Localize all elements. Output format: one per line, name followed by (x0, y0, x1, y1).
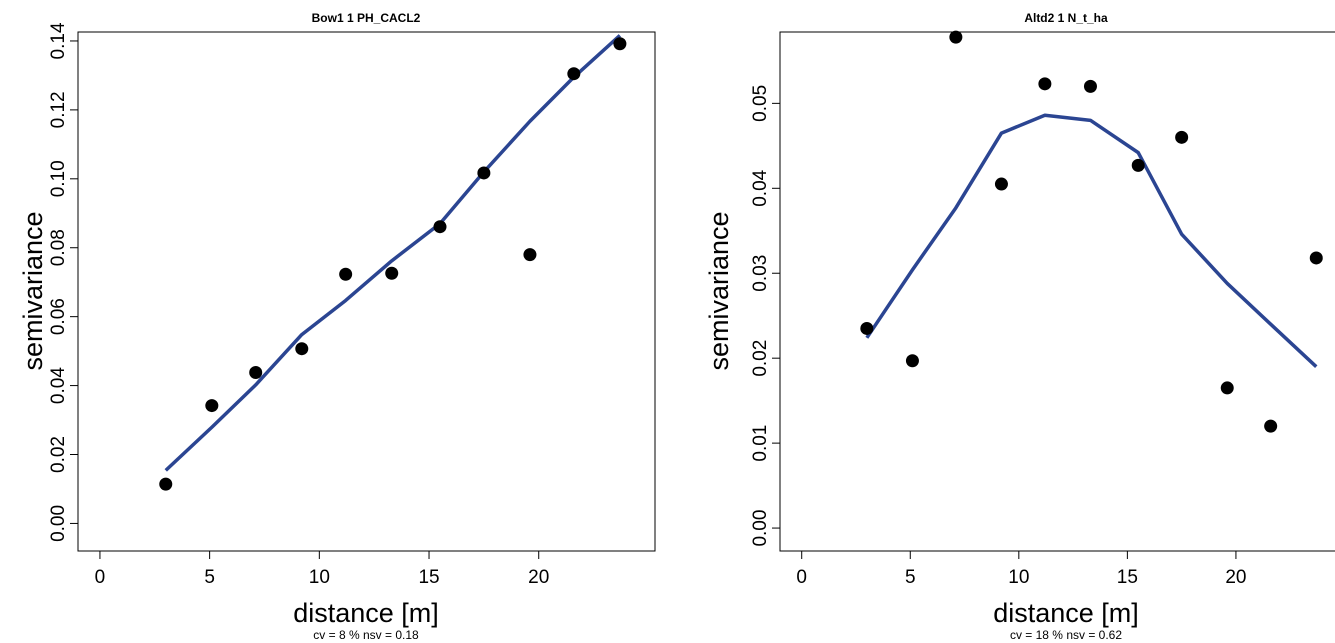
data-point (613, 37, 627, 51)
x-tick-label: 10 (1008, 567, 1029, 588)
data-marks (860, 30, 1323, 433)
x-tick-label: 0 (95, 567, 106, 588)
data-point (949, 30, 963, 44)
axis-ticks: 0 5 10 15 20 0.00 0.02 0.04 0.06 0.08 0.10 0.12 0.14 (48, 22, 549, 588)
data-point (339, 267, 353, 281)
x-tick-label: 20 (528, 567, 549, 588)
chart-panel-left: Bow1 1 PH_CACL2 0 5 10 15 20 0.00 0.02 0.04 0.06… (18, 11, 656, 642)
x-tick-label: 15 (1117, 567, 1138, 588)
y-tick-label: 0.10 (48, 160, 69, 197)
data-point (159, 477, 173, 491)
y-tick-label: 0.05 (750, 85, 771, 122)
y-tick-label: 0.00 (48, 505, 69, 542)
x-tick-label: 20 (1225, 567, 1246, 588)
y-tick-label: 0.01 (750, 425, 771, 462)
x-tick-label: 5 (905, 567, 916, 588)
y-tick-label: 0.04 (750, 169, 771, 206)
y-tick-label: 0.04 (48, 367, 69, 404)
data-point (567, 67, 581, 81)
footnote: cv = 8 % nsv = 0.18 (313, 628, 419, 642)
data-point (1038, 77, 1052, 91)
data-point (205, 399, 219, 413)
data-point (1264, 419, 1278, 433)
y-tick-label: 0.14 (48, 22, 69, 59)
plot-frame (779, 31, 1335, 552)
data-marks (159, 34, 627, 491)
data-point (1131, 158, 1145, 172)
data-point (249, 365, 263, 379)
x-axis-label: distance [m] (993, 598, 1139, 628)
model-fit-line (164, 34, 622, 472)
chart-panel-right: Altd2 1 N_t_ha 0 5 10 15 200.000.010.020.030… (704, 11, 1335, 642)
data-point (1083, 79, 1097, 93)
x-axis-label: distance [m] (293, 598, 439, 628)
plot-frame (77, 31, 656, 552)
y-axis-label: semivariance (704, 211, 734, 370)
x-tick-label: 10 (309, 567, 330, 588)
data-point (994, 177, 1008, 191)
x-tick-label: 0 (796, 567, 807, 588)
y-tick-label: 0.06 (48, 298, 69, 335)
data-point (860, 321, 874, 335)
y-axis-label: semivariance (18, 211, 48, 370)
data-point (477, 166, 491, 180)
y-tick-label: 0.02 (48, 436, 69, 473)
chart-title: Altd2 1 N_t_ha (1024, 11, 1108, 25)
model-fit-line (865, 113, 1318, 368)
y-tick-label: 0.02 (750, 340, 771, 377)
y-tick-label: 0.12 (48, 91, 69, 128)
footnote: cv = 18 % nsv = 0.62 (1010, 628, 1122, 642)
data-point (1220, 381, 1234, 395)
data-point (433, 220, 447, 234)
y-tick-label: 0.08 (48, 229, 69, 266)
y-tick-label: 0.03 (750, 255, 771, 292)
data-point (523, 248, 537, 262)
data-point (905, 354, 919, 368)
x-tick-label: 15 (418, 567, 439, 588)
data-point (295, 342, 309, 356)
x-tick-label: 5 (204, 567, 215, 588)
data-point (385, 266, 399, 280)
chart-title: Bow1 1 PH_CACL2 (312, 11, 421, 25)
data-point (1309, 251, 1323, 265)
axis-ticks: 0 5 10 15 20 0.00 0.01 0.02 0.03 0.04 0.05 (750, 85, 1247, 588)
y-tick-label: 0.00 (750, 510, 771, 547)
data-point (1175, 130, 1189, 144)
